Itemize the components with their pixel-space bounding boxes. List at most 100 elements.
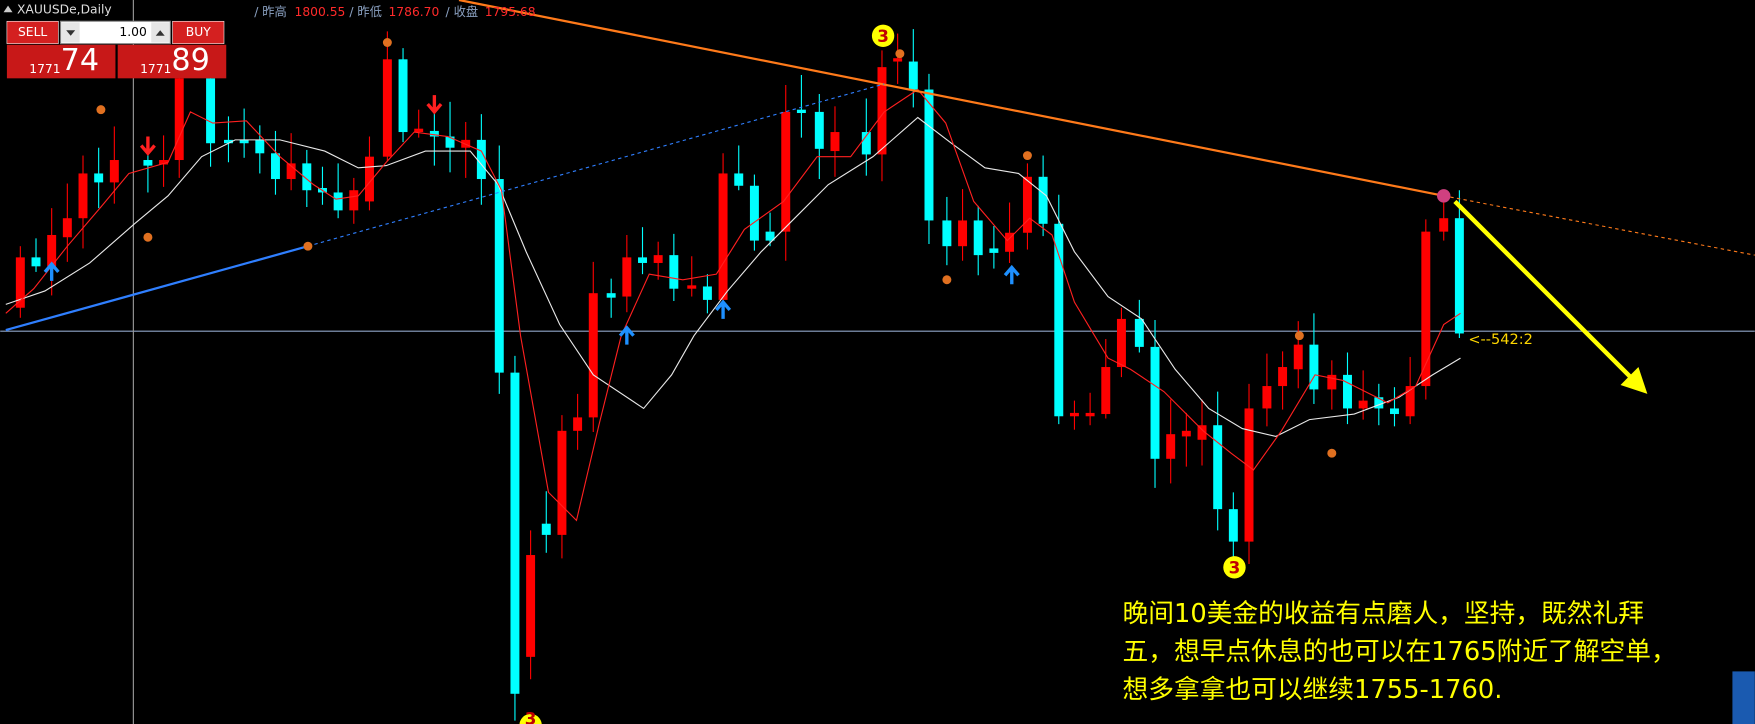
symbol: XAUUSDe,Daily bbox=[17, 3, 112, 17]
candle-body bbox=[1262, 386, 1272, 409]
candle-body bbox=[1213, 425, 1223, 510]
buy-price-box[interactable] bbox=[117, 44, 227, 79]
info-label: / 昨高 bbox=[254, 4, 287, 19]
fractal-dot bbox=[1022, 151, 1032, 161]
candle-body bbox=[143, 160, 153, 166]
candle-body bbox=[1358, 400, 1368, 409]
fractal-dot bbox=[96, 105, 106, 115]
support-line bbox=[5, 245, 309, 332]
candle-body bbox=[588, 293, 598, 418]
candle-body bbox=[476, 139, 486, 180]
buy-button[interactable] bbox=[172, 20, 225, 44]
lot-value: 1.00 bbox=[119, 25, 146, 39]
line-label: <--542:2 bbox=[1468, 332, 1533, 348]
candle-body bbox=[702, 286, 712, 300]
candle-body bbox=[557, 430, 567, 535]
candle-body bbox=[286, 163, 296, 180]
candle-body bbox=[349, 190, 359, 211]
buy-price-big: 89 bbox=[171, 43, 209, 78]
sell-button[interactable] bbox=[6, 20, 59, 44]
fractal-dot bbox=[1327, 448, 1337, 458]
candle-body bbox=[1181, 430, 1191, 437]
wave-marker bbox=[871, 24, 895, 47]
candle-body bbox=[622, 257, 632, 297]
lot-input[interactable] bbox=[60, 20, 171, 45]
sell-price-box[interactable] bbox=[6, 44, 116, 79]
candle-body bbox=[893, 58, 903, 62]
candle-body bbox=[942, 220, 952, 247]
candle-body bbox=[1327, 374, 1337, 390]
candle-body bbox=[687, 285, 697, 289]
trade-panel: SELL 1.00 BUY 1771 74 1771 89 bbox=[6, 20, 227, 79]
wave-marker bbox=[519, 713, 542, 724]
signals bbox=[43, 38, 1337, 458]
annotation: 晚间10美金的收益有点磨人，坚持，既然礼拜 五，想早点休息的也可以在1765附近… bbox=[1123, 599, 1677, 705]
candle-body bbox=[1150, 346, 1160, 459]
candle-body bbox=[734, 173, 744, 186]
candle-body bbox=[159, 160, 169, 165]
wave-label: 3 bbox=[877, 26, 889, 46]
fractal-dot bbox=[942, 275, 952, 285]
wave-marker bbox=[1223, 556, 1246, 579]
candle-body bbox=[958, 220, 968, 247]
candle-body bbox=[638, 257, 647, 263]
candle-body bbox=[174, 78, 184, 161]
ma-slow bbox=[5, 116, 1461, 438]
candle-body bbox=[1101, 367, 1111, 415]
candle-body bbox=[510, 372, 520, 694]
candle-body bbox=[255, 139, 265, 154]
candle-body bbox=[573, 417, 583, 431]
candle-body bbox=[781, 111, 791, 232]
candle-body bbox=[429, 130, 439, 137]
info-value: 1786.70 bbox=[388, 5, 439, 19]
candle-body bbox=[1293, 344, 1303, 370]
candle-body bbox=[877, 67, 887, 155]
info-label: / 昨低 bbox=[349, 5, 382, 19]
buy-signal bbox=[618, 325, 635, 345]
resistance-line bbox=[458, 0, 1444, 197]
sell-price-big: 74 bbox=[61, 43, 99, 78]
candle-body bbox=[653, 255, 663, 263]
candle-body bbox=[1390, 408, 1399, 415]
candle-body bbox=[206, 78, 216, 144]
candle-body bbox=[765, 231, 775, 241]
candle-body bbox=[333, 192, 343, 211]
symbol-icon bbox=[3, 5, 13, 13]
side-button[interactable] bbox=[1732, 671, 1755, 724]
candle-body bbox=[1439, 218, 1449, 232]
candle-body bbox=[78, 173, 88, 219]
annotation-line: 五，想早点休息的也可以在1765附近了解空单， bbox=[1123, 637, 1677, 667]
candle-body bbox=[239, 139, 249, 144]
buy-signal bbox=[43, 261, 60, 281]
candle-body bbox=[669, 255, 679, 289]
candle-body bbox=[1134, 318, 1144, 347]
info-value: 1800.55 bbox=[294, 5, 345, 19]
fractal-dot bbox=[143, 232, 153, 242]
candle-body bbox=[445, 136, 455, 148]
fractal-dot bbox=[895, 49, 905, 59]
fractal-dot bbox=[303, 241, 313, 251]
candle-body bbox=[830, 132, 840, 152]
wave-markers: 3 3 3 bbox=[519, 24, 1246, 724]
sell-signal bbox=[426, 95, 443, 115]
candle-body bbox=[814, 111, 824, 149]
candle-body bbox=[494, 179, 504, 373]
candle-body bbox=[382, 59, 392, 157]
candle-body bbox=[31, 257, 41, 267]
buy-signal bbox=[1003, 264, 1020, 285]
candle-body bbox=[1022, 176, 1032, 233]
candle-body bbox=[398, 59, 408, 133]
candle-body bbox=[1054, 223, 1064, 417]
buy-signal bbox=[715, 299, 732, 319]
candle-body bbox=[1166, 434, 1176, 459]
info-value: 1795.68 bbox=[485, 5, 536, 19]
candle-body bbox=[1069, 412, 1079, 417]
candle-body bbox=[270, 153, 280, 180]
info-label: / 收盘 bbox=[446, 4, 479, 19]
candle-body bbox=[541, 523, 551, 535]
fractal-dot bbox=[1294, 331, 1304, 341]
candle-body bbox=[861, 132, 871, 155]
candle-body bbox=[973, 220, 983, 256]
